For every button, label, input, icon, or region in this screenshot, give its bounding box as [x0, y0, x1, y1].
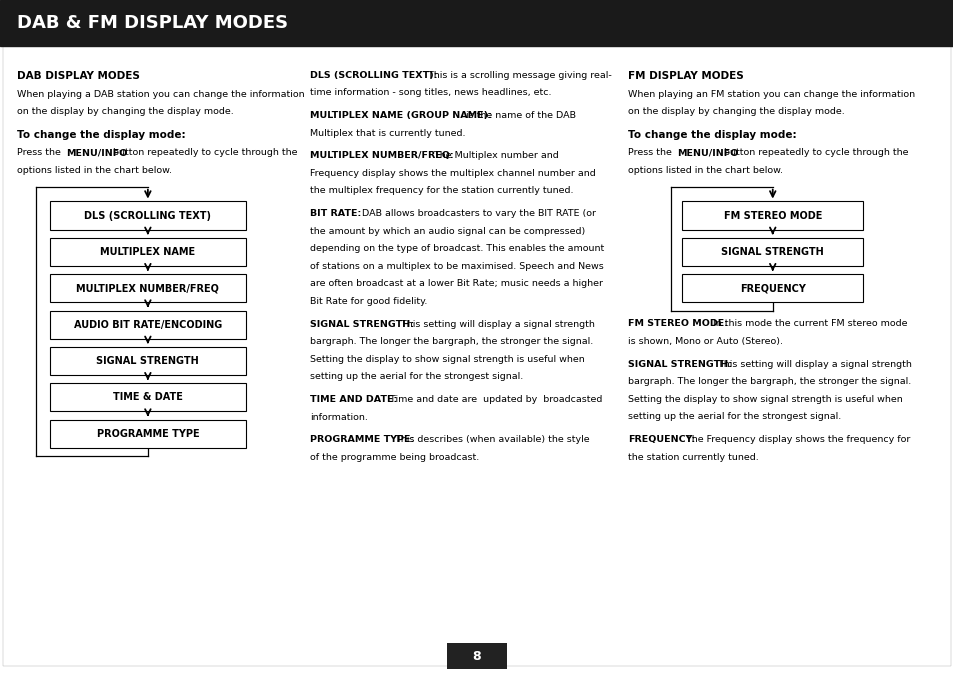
- Text: Setting the display to show signal strength is useful when: Setting the display to show signal stren…: [310, 355, 584, 363]
- Text: To change the display mode:: To change the display mode:: [17, 130, 186, 139]
- Text: This setting will display a signal strength: This setting will display a signal stren…: [397, 320, 594, 328]
- Text: TIME AND DATE:: TIME AND DATE:: [310, 395, 396, 404]
- Text: the multiplex frequency for the station currently tuned.: the multiplex frequency for the station …: [310, 186, 573, 195]
- Text: BIT RATE:: BIT RATE:: [310, 209, 361, 218]
- Text: the station currently tuned.: the station currently tuned.: [627, 452, 758, 462]
- Text: In this mode the current FM stereo mode: In this mode the current FM stereo mode: [709, 319, 906, 328]
- Text: Time and date are  updated by  broadcasted: Time and date are updated by broadcasted: [386, 395, 601, 404]
- Text: Press the: Press the: [17, 149, 64, 157]
- Text: on the display by changing the display mode.: on the display by changing the display m…: [17, 107, 233, 116]
- Bar: [681, 274, 862, 302]
- Text: This describes (when available) the style: This describes (when available) the styl…: [392, 435, 589, 444]
- Text: time information - song titles, news headlines, etc.: time information - song titles, news hea…: [310, 88, 551, 97]
- Text: setting up the aerial for the strongest signal.: setting up the aerial for the strongest …: [310, 372, 523, 381]
- Text: MENU/INFO: MENU/INFO: [676, 149, 738, 157]
- Bar: [681, 201, 862, 229]
- Text: DLS (SCROLLING TEXT): DLS (SCROLLING TEXT): [84, 211, 212, 221]
- Text: setting up the aerial for the strongest signal.: setting up the aerial for the strongest …: [627, 412, 841, 421]
- Text: Press the: Press the: [627, 149, 674, 157]
- Bar: [51, 274, 246, 302]
- Bar: [0, 0, 953, 46]
- Text: is shown, Mono or Auto (Stereo).: is shown, Mono or Auto (Stereo).: [627, 336, 781, 346]
- Bar: [51, 238, 246, 266]
- Text: the amount by which an audio signal can be compressed): the amount by which an audio signal can …: [310, 227, 585, 236]
- Text: SIGNAL STRENGTH: SIGNAL STRENGTH: [96, 356, 199, 366]
- Text: The Multiplex number and: The Multiplex number and: [430, 151, 558, 160]
- Bar: [51, 347, 246, 375]
- Text: DAB & FM DISPLAY MODES: DAB & FM DISPLAY MODES: [17, 14, 288, 32]
- Text: options listed in the chart below.: options listed in the chart below.: [627, 166, 781, 175]
- Text: button repeatedly to cycle through the: button repeatedly to cycle through the: [720, 149, 907, 157]
- Text: options listed in the chart below.: options listed in the chart below.: [17, 166, 172, 175]
- Text: PROGRAMME TYPE:: PROGRAMME TYPE:: [310, 435, 414, 444]
- Text: FREQUENCY:: FREQUENCY:: [627, 435, 694, 444]
- Text: FM STEREO MODE: FM STEREO MODE: [722, 211, 821, 221]
- Text: FM DISPLAY MODES: FM DISPLAY MODES: [627, 71, 742, 81]
- Bar: [447, 643, 506, 669]
- Text: TIME & DATE: TIME & DATE: [112, 392, 183, 402]
- Text: 8: 8: [472, 649, 481, 663]
- Bar: [51, 383, 246, 411]
- Text: To change the display mode:: To change the display mode:: [627, 130, 796, 139]
- Bar: [51, 419, 246, 448]
- Text: SIGNAL STRENGTH:: SIGNAL STRENGTH:: [627, 359, 731, 369]
- Bar: [681, 238, 862, 266]
- Text: MULTIPLEX NAME (GROUP NAME):: MULTIPLEX NAME (GROUP NAME):: [310, 111, 492, 120]
- Text: are often broadcast at a lower Bit Rate; music needs a higher: are often broadcast at a lower Bit Rate;…: [310, 279, 602, 288]
- Text: MENU/INFO: MENU/INFO: [66, 149, 128, 157]
- Bar: [51, 310, 246, 339]
- Text: SIGNAL STRENGTH:: SIGNAL STRENGTH:: [310, 320, 414, 328]
- Text: button repeatedly to cycle through the: button repeatedly to cycle through the: [111, 149, 297, 157]
- Text: FM STEREO MODE:: FM STEREO MODE:: [627, 319, 727, 328]
- Text: DLS (SCROLLING TEXT):: DLS (SCROLLING TEXT):: [310, 71, 437, 79]
- Text: SIGNAL STRENGTH: SIGNAL STRENGTH: [720, 247, 823, 257]
- Text: This setting will display a signal strength: This setting will display a signal stren…: [715, 359, 911, 369]
- Text: DAB DISPLAY MODES: DAB DISPLAY MODES: [17, 71, 140, 81]
- Text: When playing an FM station you can change the information: When playing an FM station you can chang…: [627, 90, 914, 98]
- Text: bargraph. The longer the bargraph, the stronger the signal.: bargraph. The longer the bargraph, the s…: [310, 337, 593, 346]
- Text: of stations on a multiplex to be maximised. Speech and News: of stations on a multiplex to be maximis…: [310, 262, 603, 271]
- Text: DAB allows broadcasters to vary the BIT RATE (or: DAB allows broadcasters to vary the BIT …: [359, 209, 596, 218]
- Text: When playing a DAB station you can change the information: When playing a DAB station you can chang…: [17, 90, 304, 98]
- Text: of the programme being broadcast.: of the programme being broadcast.: [310, 453, 478, 462]
- Text: The Frequency display shows the frequency for: The Frequency display shows the frequenc…: [681, 435, 909, 444]
- Text: FREQUENCY: FREQUENCY: [739, 283, 805, 293]
- Text: Multiplex that is currently tuned.: Multiplex that is currently tuned.: [310, 129, 465, 137]
- Text: on the display by changing the display mode.: on the display by changing the display m…: [627, 107, 843, 116]
- Text: PROGRAMME TYPE: PROGRAMME TYPE: [96, 429, 199, 439]
- Text: MULTIPLEX NUMBER/FREQ:: MULTIPLEX NUMBER/FREQ:: [310, 151, 454, 160]
- Text: bargraph. The longer the bargraph, the stronger the signal.: bargraph. The longer the bargraph, the s…: [627, 377, 910, 386]
- Text: depending on the type of broadcast. This enables the amount: depending on the type of broadcast. This…: [310, 244, 603, 253]
- Text: is the name of the DAB: is the name of the DAB: [463, 111, 576, 120]
- Text: information.: information.: [310, 413, 368, 421]
- Text: MULTIPLEX NUMBER/FREQ: MULTIPLEX NUMBER/FREQ: [76, 283, 219, 293]
- Bar: [51, 201, 246, 229]
- Text: MULTIPLEX NAME: MULTIPLEX NAME: [100, 247, 195, 257]
- Text: This is a scrolling message giving real-: This is a scrolling message giving real-: [425, 71, 611, 79]
- Text: Setting the display to show signal strength is useful when: Setting the display to show signal stren…: [627, 394, 902, 404]
- Text: Bit Rate for good fidelity.: Bit Rate for good fidelity.: [310, 297, 427, 306]
- Text: Frequency display shows the multiplex channel number and: Frequency display shows the multiplex ch…: [310, 169, 596, 178]
- Text: AUDIO BIT RATE/ENCODING: AUDIO BIT RATE/ENCODING: [73, 320, 222, 330]
